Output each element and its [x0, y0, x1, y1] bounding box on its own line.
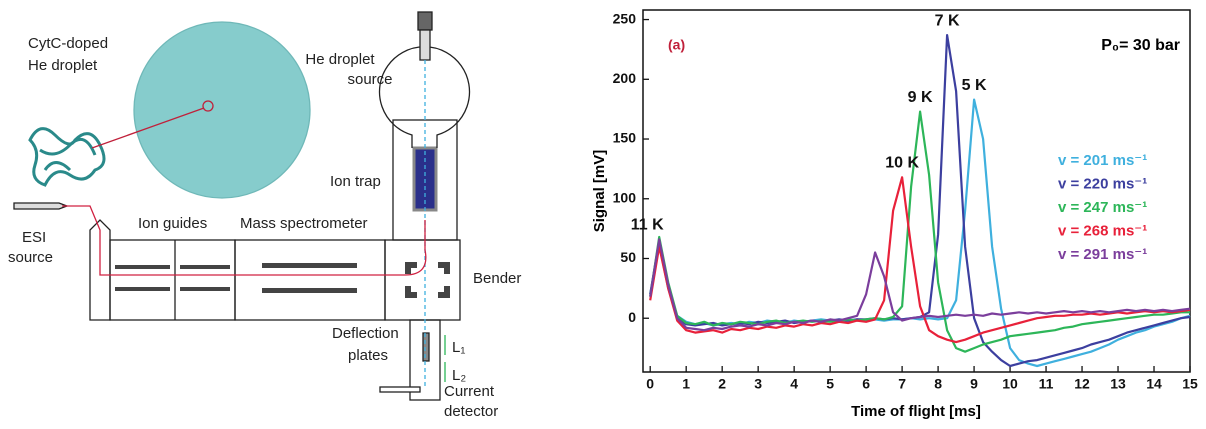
- x-tick-label: 7: [898, 376, 906, 392]
- x-tick-label: 1: [682, 376, 690, 392]
- peak-label: 7 K: [935, 12, 960, 29]
- esi-needle: [13, 202, 69, 210]
- condition: P₀= 30 bar: [1101, 37, 1180, 54]
- series-line: [649, 238, 1191, 332]
- guides-label: Ion guides: [138, 215, 207, 232]
- series-line: [649, 176, 1191, 344]
- y-axis-label: Signal [mV]: [591, 150, 608, 233]
- y-tick-label: 0: [628, 309, 636, 325]
- deflection-plate: [422, 332, 430, 362]
- x-tick-label: 10: [1002, 376, 1018, 392]
- plot-frame: [642, 9, 1191, 373]
- entrance: [89, 219, 111, 321]
- x-tick-label: 6: [862, 376, 870, 392]
- he-droplet: [133, 21, 311, 199]
- legend-entry: v = 268 ms⁻¹: [1058, 222, 1147, 239]
- x-tick-label: 13: [1110, 376, 1126, 392]
- l2-label: L₂: [452, 367, 466, 384]
- y-tick-label: 50: [620, 249, 636, 265]
- x-tick-label: 14: [1146, 376, 1162, 392]
- ion-guide-box: [109, 239, 236, 321]
- diagram: [13, 11, 471, 401]
- x-tick-label: 11: [1039, 376, 1054, 392]
- legend-entry: v = 201 ms⁻¹: [1058, 152, 1147, 169]
- pointer: [91, 107, 205, 149]
- x-tick-label: 3: [754, 376, 762, 392]
- bender-label: Bender: [473, 270, 521, 287]
- peak-label: 9 K: [908, 89, 933, 106]
- esi-label: source: [8, 249, 53, 266]
- peak-label: 11 K: [631, 217, 664, 234]
- trap-label: Ion trap: [330, 173, 381, 190]
- detector-label: detector: [444, 403, 498, 420]
- x-axis-label: Time of flight [ms]: [851, 403, 981, 420]
- ms-box: [234, 239, 386, 321]
- protein: [28, 127, 106, 187]
- bender-box: [384, 239, 461, 321]
- deflection-label: Deflection: [332, 325, 399, 342]
- nozzle: [419, 29, 431, 61]
- x-tick-label: 12: [1074, 376, 1090, 392]
- series-line: [649, 110, 1190, 353]
- x-tick-label: 4: [790, 376, 798, 392]
- detector-rod: [379, 386, 421, 393]
- ms-label: Mass spectrometer: [240, 215, 368, 232]
- legend-entry: v = 247 ms⁻¹: [1058, 199, 1147, 216]
- peak-label: 5 K: [962, 77, 987, 94]
- droplet-label: He droplet: [28, 57, 98, 74]
- x-tick-label: 5: [826, 376, 834, 392]
- ion-path: [62, 205, 427, 276]
- series-line: [649, 98, 1191, 368]
- legend-entry: v = 291 ms⁻¹: [1058, 246, 1147, 263]
- peak-label: 10 K: [885, 154, 919, 171]
- droplet-label: CytC-doped: [28, 35, 108, 52]
- deflection-label: plates: [348, 347, 388, 364]
- detector-label: Current: [444, 383, 495, 400]
- protein-marker: [202, 100, 214, 112]
- source-label: source: [347, 71, 392, 88]
- nozzle-top: [417, 11, 433, 31]
- y-tick-label: 100: [613, 189, 637, 205]
- panel-label: (a): [668, 37, 685, 53]
- x-tick-label: 2: [718, 376, 726, 392]
- source-label: He droplet: [305, 51, 375, 68]
- y-tick-label: 150: [613, 130, 637, 146]
- x-tick-label: 8: [934, 376, 942, 392]
- y-tick-label: 200: [613, 70, 637, 86]
- esi-label: ESI: [22, 229, 46, 246]
- x-tick-label: 0: [646, 376, 654, 392]
- x-tick-label: 9: [970, 376, 978, 392]
- x-tick-label: 15: [1182, 376, 1198, 392]
- legend-entry: v = 220 ms⁻¹: [1058, 175, 1147, 192]
- y-tick-label: 250: [613, 10, 637, 26]
- electrodes: [115, 262, 450, 298]
- l1-label: L₁: [452, 339, 465, 356]
